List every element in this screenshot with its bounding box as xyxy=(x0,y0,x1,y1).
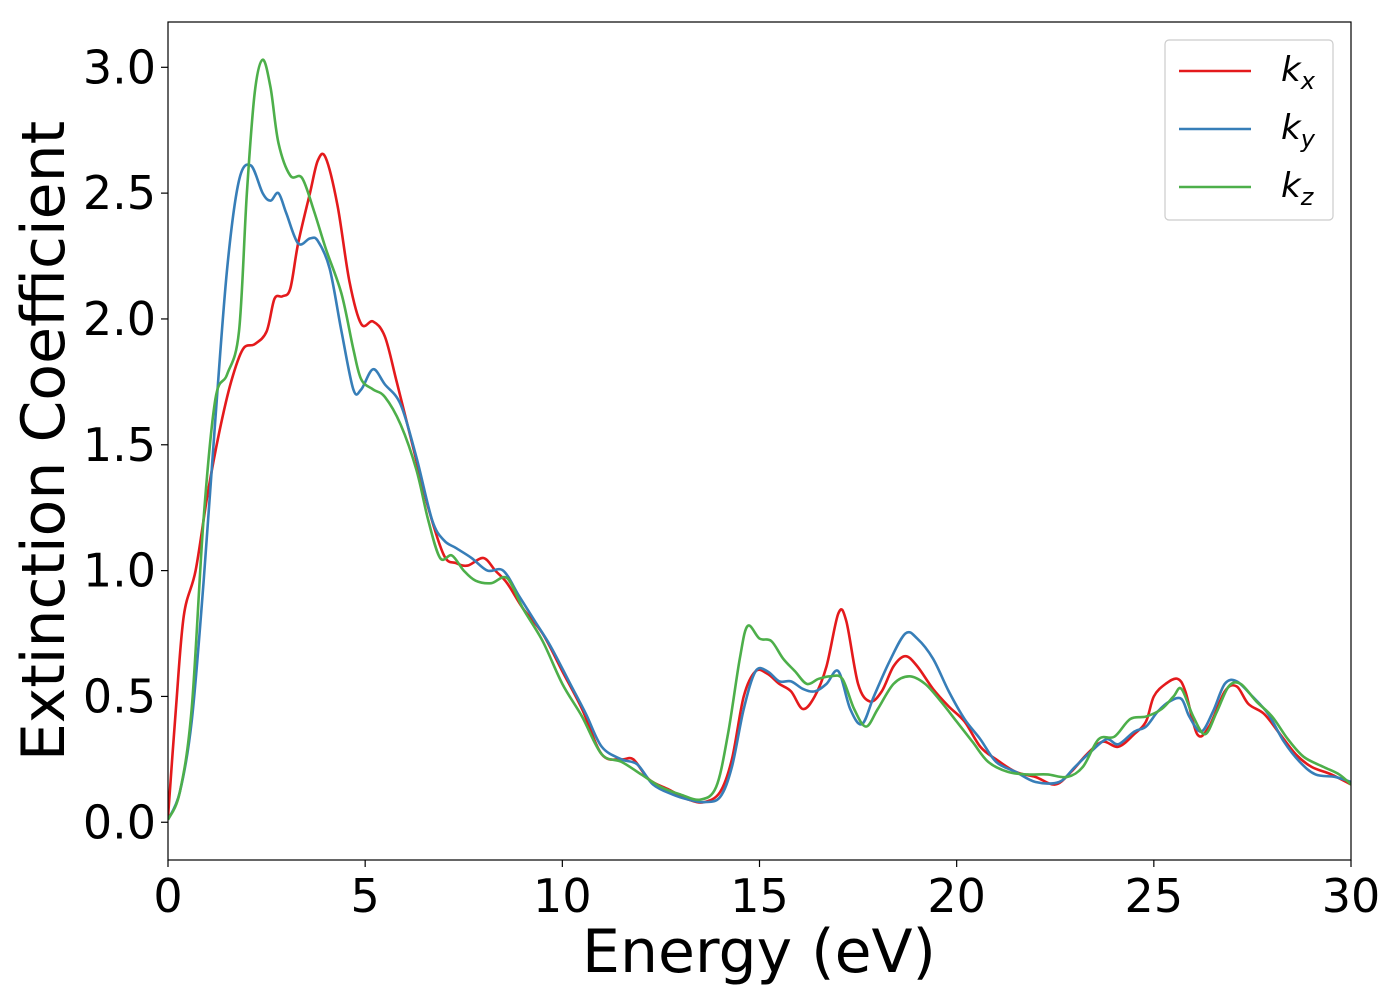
x-axis-title: Energy (eV) xyxy=(582,917,936,987)
series-layer xyxy=(168,58,1351,821)
x-tick-label: 25 xyxy=(1125,869,1184,923)
x-tick-label: 5 xyxy=(351,869,380,923)
y-tick-label: 2.5 xyxy=(83,166,156,220)
legend-label-y: ky xyxy=(1281,108,1316,153)
legend-label-x: kx xyxy=(1281,50,1316,95)
y-tick-label: 1.5 xyxy=(83,418,156,472)
legend-label-z: kz xyxy=(1281,166,1315,211)
y-tick-label: 1.0 xyxy=(83,544,156,598)
y-tick-label: 3.0 xyxy=(83,40,156,94)
series-line-x xyxy=(168,152,1351,818)
series-line-z xyxy=(168,58,1351,821)
y-tick-label: 0.0 xyxy=(83,795,156,849)
y-axis: 0.0 0.5 1.0 1.5 2.0 2.5 3.0 xyxy=(83,40,168,849)
y-tick-label: 0.5 xyxy=(83,669,156,723)
y-axis-title: Extinction Coefficient xyxy=(9,121,79,761)
series-line-y xyxy=(168,163,1351,821)
x-tick-label: 0 xyxy=(153,869,182,923)
x-tick-label: 20 xyxy=(927,869,986,923)
y-tick-label: 2.0 xyxy=(83,292,156,346)
x-tick-label: 30 xyxy=(1322,869,1381,923)
x-axis: 0 5 10 15 20 25 30 xyxy=(153,860,1380,923)
legend: kx ky kz xyxy=(1164,39,1334,221)
x-tick-label: 10 xyxy=(533,869,592,923)
x-tick-label: 15 xyxy=(730,869,789,923)
